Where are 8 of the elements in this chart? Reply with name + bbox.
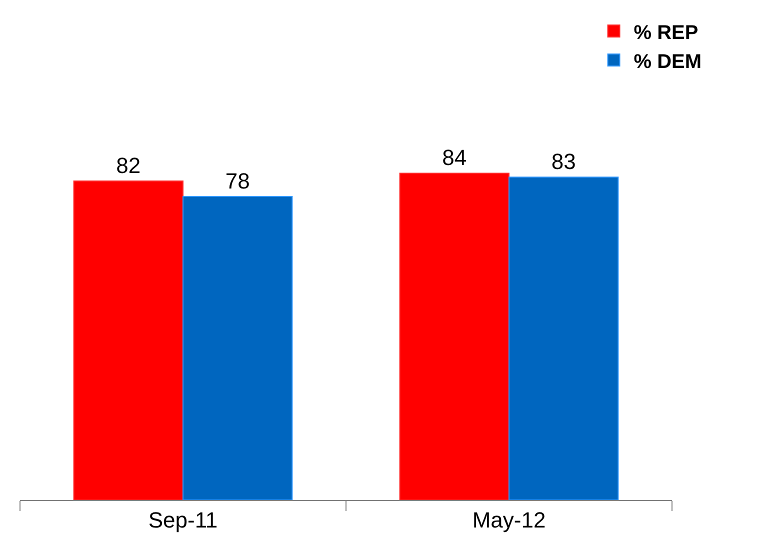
data-label: 84: [442, 145, 467, 170]
data-label: 83: [551, 149, 576, 174]
data-label: 82: [116, 152, 141, 178]
legend-label: % REP: [634, 22, 698, 44]
x-tick-label: May-12: [472, 507, 546, 532]
data-label: 78: [225, 168, 250, 194]
x-tick-label: Sep-11: [148, 507, 218, 532]
legend-label: % DEM: [634, 50, 702, 73]
